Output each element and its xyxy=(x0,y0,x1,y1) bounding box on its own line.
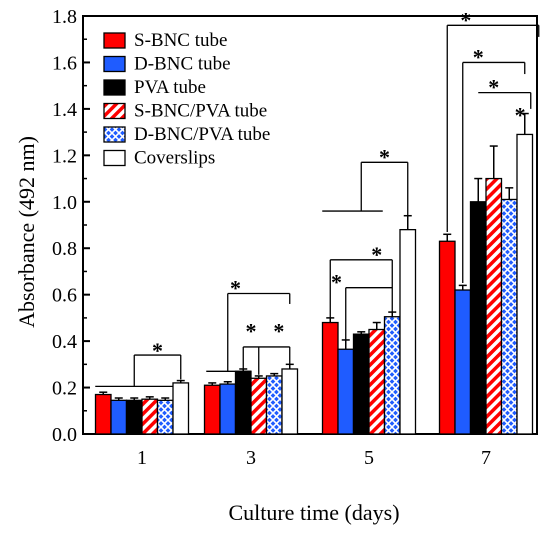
bar xyxy=(516,133,534,435)
bar xyxy=(281,368,299,435)
significance-brackets: *** ******** xyxy=(95,7,540,388)
y-tick-label: 1.2 xyxy=(52,145,77,167)
bar xyxy=(485,177,503,435)
bar xyxy=(250,377,268,435)
bar xyxy=(337,348,355,435)
bar xyxy=(172,382,190,435)
legend-label: Coverslips xyxy=(134,148,215,169)
significance-star: * xyxy=(379,144,390,169)
y-tick-label: 0.4 xyxy=(52,331,77,353)
legend-label: PVA tube xyxy=(134,77,206,98)
y-tick-label: 0.2 xyxy=(52,378,77,400)
x-tick-label: 1 xyxy=(137,447,147,469)
bars xyxy=(94,112,534,435)
bar xyxy=(156,399,174,435)
legend-swatch xyxy=(103,79,126,96)
significance-star: * xyxy=(331,270,342,295)
significance-star: * xyxy=(246,319,257,344)
legend-swatch xyxy=(103,102,126,120)
significance-star: * xyxy=(152,338,163,363)
bar xyxy=(265,375,283,435)
legend-label: S-BNC/PVA tube xyxy=(134,101,267,122)
bar xyxy=(94,393,112,435)
bar xyxy=(383,316,401,435)
bar xyxy=(203,384,221,435)
bar xyxy=(110,399,128,435)
x-tick-label: 7 xyxy=(481,447,491,469)
bar xyxy=(469,201,487,435)
legend-swatch xyxy=(103,126,126,143)
y-tick-label: 1.8 xyxy=(52,6,77,28)
significance-star: * xyxy=(273,319,284,344)
bar xyxy=(141,398,159,435)
bar xyxy=(438,240,456,435)
legend-label: D-BNC/PVA tube xyxy=(134,124,270,145)
significance-star: * xyxy=(488,75,499,100)
y-tick-label: 1.0 xyxy=(52,192,77,214)
legend-swatch xyxy=(103,55,126,73)
bar xyxy=(368,328,386,435)
y-axis: 0.0 0.2 0.4 0.6 0.8 1.0 1.2 1.4 1.6 1.8 xyxy=(52,6,90,446)
y-tick-label: 0.0 xyxy=(52,424,77,446)
legend-label: D-BNC tube xyxy=(134,54,231,75)
bar xyxy=(219,383,237,435)
bar xyxy=(321,321,339,435)
bar xyxy=(234,370,252,435)
legend-swatch xyxy=(103,32,126,49)
bar xyxy=(399,228,417,435)
significance-star: * xyxy=(230,276,241,301)
y-axis-title: Absorbance (492 nm) xyxy=(14,136,39,328)
legend-label: S-BNC tube xyxy=(134,30,227,51)
y-tick-label: 1.4 xyxy=(52,99,77,121)
x-tick-label: 5 xyxy=(364,447,374,469)
x-tick-label: 3 xyxy=(246,447,256,469)
bar xyxy=(125,399,143,435)
bar xyxy=(454,289,472,435)
y-tick-label: 0.8 xyxy=(52,238,77,260)
significance-star: * xyxy=(460,7,471,32)
bar xyxy=(352,333,370,435)
legend-swatch xyxy=(103,149,126,167)
bar xyxy=(500,198,518,435)
significance-star: * xyxy=(371,242,382,267)
significance-star: * xyxy=(515,103,526,128)
y-tick-label: 1.6 xyxy=(52,52,77,74)
significance-star: * xyxy=(473,44,484,69)
y-tick-label: 0.6 xyxy=(52,285,77,307)
x-axis-title: Culture time (days) xyxy=(228,500,399,525)
